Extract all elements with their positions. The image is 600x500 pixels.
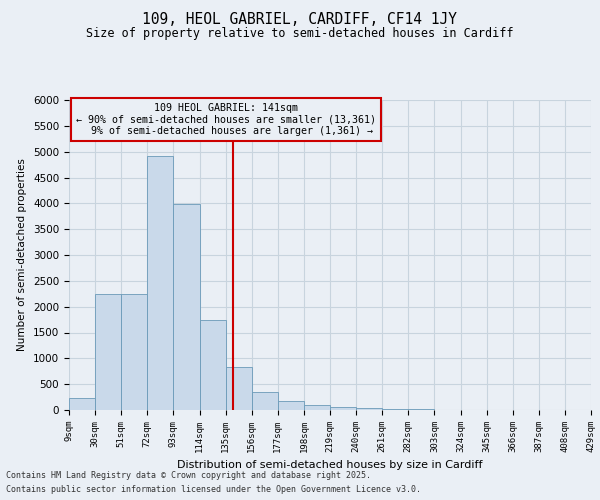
Bar xyxy=(199,320,226,410)
Bar xyxy=(121,294,148,410)
Text: 109 HEOL GABRIEL: 141sqm
← 90% of semi-detached houses are smaller (13,361)
  9%: 109 HEOL GABRIEL: 141sqm ← 90% of semi-d… xyxy=(76,103,376,136)
Y-axis label: Number of semi-detached properties: Number of semi-detached properties xyxy=(17,158,28,352)
Bar xyxy=(226,367,252,410)
Text: Contains public sector information licensed under the Open Government Licence v3: Contains public sector information licen… xyxy=(6,486,421,494)
Bar xyxy=(330,407,356,410)
Bar xyxy=(69,398,95,410)
Bar xyxy=(278,401,304,410)
X-axis label: Distribution of semi-detached houses by size in Cardiff: Distribution of semi-detached houses by … xyxy=(177,460,483,470)
Bar xyxy=(173,204,199,410)
Text: Size of property relative to semi-detached houses in Cardiff: Size of property relative to semi-detach… xyxy=(86,28,514,40)
Bar xyxy=(148,156,173,410)
Bar xyxy=(252,392,278,410)
Text: 109, HEOL GABRIEL, CARDIFF, CF14 1JY: 109, HEOL GABRIEL, CARDIFF, CF14 1JY xyxy=(143,12,458,28)
Text: Contains HM Land Registry data © Crown copyright and database right 2025.: Contains HM Land Registry data © Crown c… xyxy=(6,470,371,480)
Bar xyxy=(382,409,409,410)
Bar xyxy=(356,408,382,410)
Bar xyxy=(304,404,330,410)
Bar xyxy=(95,294,121,410)
